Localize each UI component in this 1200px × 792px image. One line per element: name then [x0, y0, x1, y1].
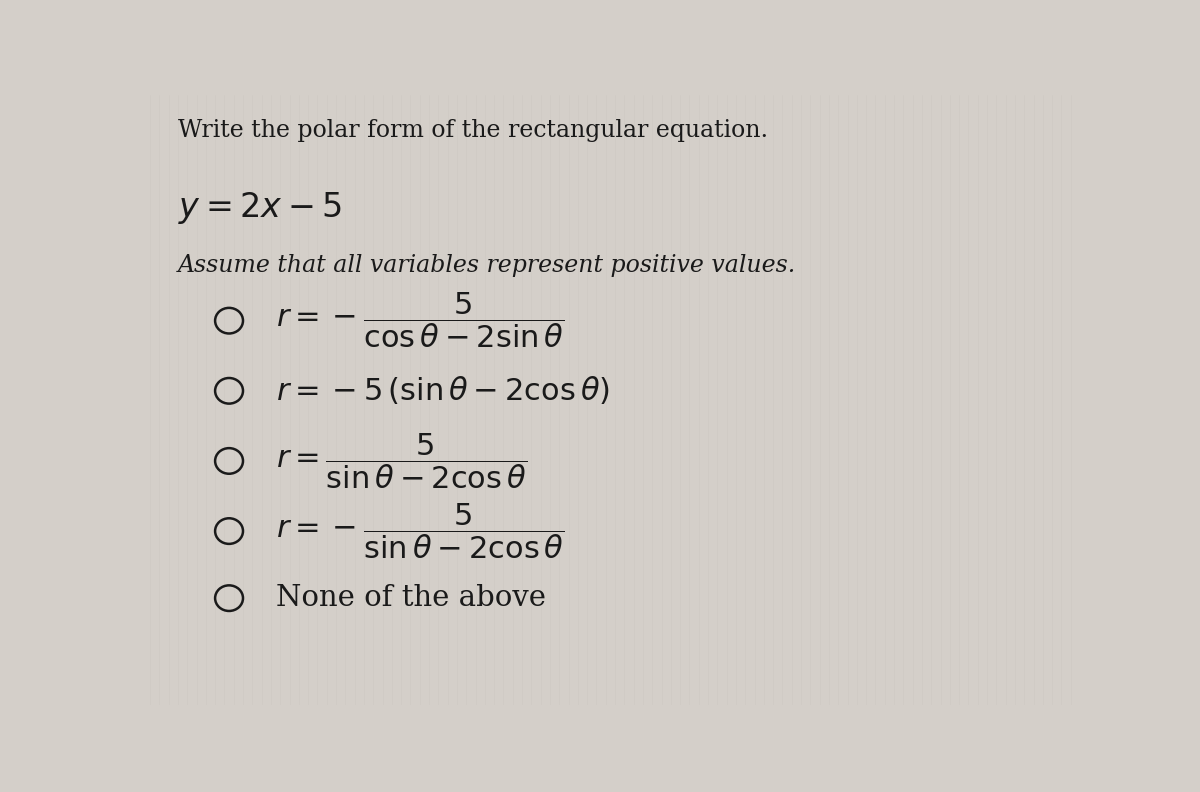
Text: None of the above: None of the above [276, 584, 546, 612]
Text: $r = -\dfrac{5}{\cos\theta -2\sin\theta}$: $r = -\dfrac{5}{\cos\theta -2\sin\theta}… [276, 291, 564, 350]
Text: $r = -5\,(\sin\theta -2\cos\theta)$: $r = -5\,(\sin\theta -2\cos\theta)$ [276, 375, 610, 407]
Text: $y = 2x - 5$: $y = 2x - 5$ [178, 189, 342, 226]
Text: Assume that all variables represent positive values.: Assume that all variables represent posi… [178, 253, 796, 276]
Text: Write the polar form of the rectangular equation.: Write the polar form of the rectangular … [178, 120, 768, 143]
Text: $r = \dfrac{5}{\sin\theta -2\cos\theta}$: $r = \dfrac{5}{\sin\theta -2\cos\theta}$ [276, 431, 527, 491]
Text: $r = -\dfrac{5}{\sin\theta -2\cos\theta}$: $r = -\dfrac{5}{\sin\theta -2\cos\theta}… [276, 501, 564, 561]
